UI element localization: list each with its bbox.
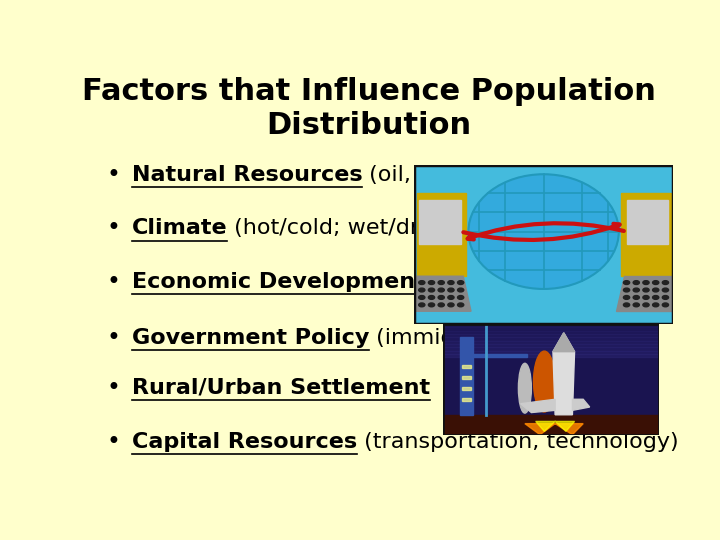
Circle shape — [457, 303, 464, 307]
Bar — [443, 327, 659, 330]
Circle shape — [633, 281, 639, 285]
Circle shape — [643, 281, 649, 285]
Text: •: • — [107, 163, 121, 187]
Circle shape — [633, 288, 639, 292]
Circle shape — [438, 288, 444, 292]
Circle shape — [418, 281, 425, 285]
Circle shape — [633, 295, 639, 299]
Circle shape — [624, 303, 630, 307]
Bar — [417, 193, 466, 276]
Text: •: • — [107, 270, 121, 294]
Polygon shape — [525, 423, 583, 435]
Ellipse shape — [518, 363, 531, 413]
Ellipse shape — [534, 351, 555, 412]
Circle shape — [624, 288, 630, 292]
Text: (oil, arable land, water): (oil, arable land, water) — [362, 165, 631, 185]
Circle shape — [662, 295, 669, 299]
Text: •: • — [107, 326, 121, 350]
Polygon shape — [536, 421, 575, 431]
Ellipse shape — [469, 174, 618, 289]
Circle shape — [624, 295, 630, 299]
Circle shape — [662, 288, 669, 292]
Bar — [443, 350, 659, 354]
Circle shape — [428, 303, 435, 307]
Bar — [462, 398, 471, 402]
Bar — [462, 387, 471, 390]
Bar — [462, 365, 471, 368]
Circle shape — [662, 303, 669, 307]
Circle shape — [418, 295, 425, 299]
Text: (hot/cold; wet/dry): (hot/cold; wet/dry) — [228, 218, 441, 238]
Text: Rural/Urban Settlement: Rural/Urban Settlement — [132, 378, 430, 398]
Circle shape — [418, 288, 425, 292]
Circle shape — [643, 295, 649, 299]
Bar — [443, 338, 659, 341]
Circle shape — [448, 288, 454, 292]
Circle shape — [457, 295, 464, 299]
Circle shape — [457, 288, 464, 292]
Bar — [443, 344, 659, 347]
Bar — [443, 415, 659, 435]
Polygon shape — [521, 399, 555, 413]
Text: Climate: Climate — [132, 218, 228, 238]
Circle shape — [652, 295, 659, 299]
Polygon shape — [572, 399, 590, 410]
Circle shape — [448, 281, 454, 285]
Circle shape — [438, 295, 444, 299]
Text: Economic Development: Economic Development — [132, 272, 426, 292]
Circle shape — [457, 281, 464, 285]
Bar — [419, 200, 461, 244]
Bar — [443, 341, 659, 344]
Text: (transportation, technology): (transportation, technology) — [357, 432, 679, 452]
Circle shape — [652, 288, 659, 292]
Circle shape — [643, 288, 649, 292]
Text: •: • — [107, 430, 121, 454]
Polygon shape — [414, 276, 471, 311]
Text: Capital Resources: Capital Resources — [132, 432, 357, 452]
Circle shape — [438, 303, 444, 307]
Circle shape — [643, 303, 649, 307]
Bar — [443, 330, 659, 334]
Bar — [621, 193, 670, 276]
Bar — [460, 338, 473, 415]
Circle shape — [428, 288, 435, 292]
Polygon shape — [553, 333, 575, 415]
Text: Factors that Influence Population
Distribution: Factors that Influence Population Distri… — [82, 77, 656, 140]
Bar — [443, 347, 659, 350]
Circle shape — [418, 303, 425, 307]
Circle shape — [624, 281, 630, 285]
Circle shape — [438, 281, 444, 285]
Circle shape — [633, 303, 639, 307]
Circle shape — [428, 281, 435, 285]
Text: Government Policy: Government Policy — [132, 328, 369, 348]
Text: Natural Resources: Natural Resources — [132, 165, 362, 185]
Text: •: • — [107, 376, 121, 400]
Circle shape — [652, 281, 659, 285]
Polygon shape — [553, 333, 575, 352]
Polygon shape — [616, 276, 673, 311]
Circle shape — [652, 303, 659, 307]
Circle shape — [448, 295, 454, 299]
Circle shape — [448, 303, 454, 307]
Circle shape — [662, 281, 669, 285]
Bar — [443, 324, 659, 327]
Bar — [626, 200, 668, 244]
Text: •: • — [107, 216, 121, 240]
Circle shape — [428, 295, 435, 299]
Bar — [443, 334, 659, 338]
Bar — [462, 376, 471, 379]
Text: (immigration policies): (immigration policies) — [369, 328, 620, 348]
Bar — [443, 354, 659, 357]
Bar — [473, 354, 527, 357]
